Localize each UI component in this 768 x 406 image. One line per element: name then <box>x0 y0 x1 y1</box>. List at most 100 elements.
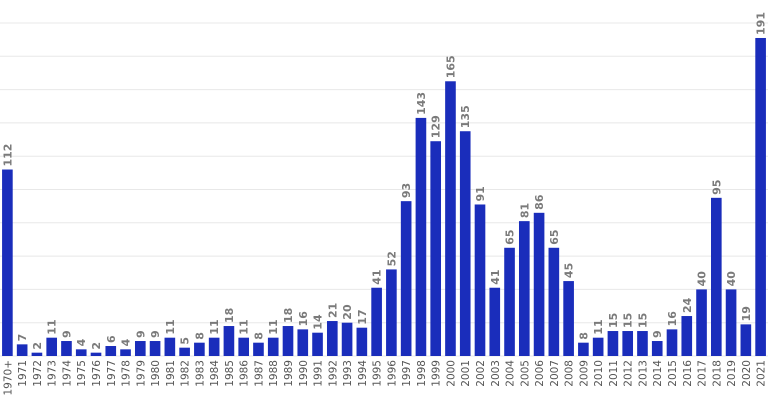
data-label: 112 <box>1 144 14 167</box>
x-tick-label: 1996 <box>386 360 398 387</box>
bar-1976 <box>90 352 102 356</box>
data-label: 8 <box>252 332 265 340</box>
bar-2015 <box>666 329 678 356</box>
x-tick-label: 1971 <box>17 360 29 387</box>
data-label: 191 <box>755 12 768 35</box>
data-label: 15 <box>607 313 620 328</box>
bar-1983 <box>194 342 205 356</box>
x-tick-label: 2003 <box>490 360 502 387</box>
data-label: 5 <box>179 337 192 345</box>
x-tick-label: 1999 <box>431 360 443 387</box>
x-tick-label: 1980 <box>150 360 162 387</box>
data-label: 14 <box>312 314 325 330</box>
bar-1998 <box>415 117 427 356</box>
data-label: 7 <box>16 334 29 342</box>
x-tick-label: 1973 <box>47 360 59 387</box>
data-label: 16 <box>297 311 310 327</box>
data-label: 65 <box>548 229 561 244</box>
x-tick-label: 1983 <box>194 360 206 387</box>
data-label: 93 <box>400 183 413 198</box>
data-label: 15 <box>636 313 649 328</box>
bar-2001 <box>459 131 471 356</box>
data-label: 9 <box>149 330 162 338</box>
x-tick-label: 2016 <box>682 360 694 387</box>
x-tick-label: 1972 <box>32 360 44 387</box>
bar-2014 <box>651 341 663 356</box>
x-tick-label: 2010 <box>593 360 605 387</box>
bar-1986 <box>238 337 250 356</box>
x-tick-label: 1990 <box>298 360 310 387</box>
bar-2008 <box>563 281 574 356</box>
x-tick-label: 1988 <box>268 360 280 387</box>
bar-1996 <box>386 269 397 356</box>
bar-1989 <box>282 326 294 356</box>
bar-2010 <box>592 337 604 356</box>
x-tick-label: 2013 <box>637 360 649 387</box>
data-label: 19 <box>740 306 753 321</box>
x-tick-label: 2014 <box>652 360 664 387</box>
data-label: 18 <box>282 308 295 323</box>
bar-1993 <box>341 322 353 356</box>
data-label: 11 <box>267 319 280 334</box>
x-tick-label: 2006 <box>534 360 546 387</box>
data-label: 9 <box>60 330 73 338</box>
bar-1992 <box>326 321 338 356</box>
bar-1973 <box>46 337 58 356</box>
x-tick-label: 1974 <box>61 360 73 387</box>
bar-2002 <box>474 204 486 356</box>
data-label: 9 <box>134 330 147 338</box>
x-tick-label: 1995 <box>372 360 384 387</box>
x-tick-label: 2020 <box>741 360 753 387</box>
bar-1972 <box>31 352 43 356</box>
x-tick-label: 2021 <box>756 360 768 387</box>
bar-1980 <box>149 341 161 356</box>
data-label: 52 <box>385 251 398 266</box>
data-label: 143 <box>415 92 428 115</box>
x-tick-label: 1975 <box>76 360 88 387</box>
data-label: 11 <box>46 319 59 334</box>
x-tick-label: 2007 <box>549 360 561 387</box>
bar-1975 <box>75 349 87 356</box>
x-tick-label: 2008 <box>564 360 576 387</box>
data-label: 11 <box>164 319 177 334</box>
bar-1979 <box>134 341 146 356</box>
data-label: 11 <box>238 319 251 334</box>
data-label: 20 <box>341 304 354 320</box>
bar-2020 <box>740 324 752 356</box>
x-tick-label: 1977 <box>106 360 118 387</box>
x-tick-label: 1984 <box>209 360 221 387</box>
data-label: 17 <box>356 309 369 324</box>
x-tick-label: 1997 <box>401 360 413 387</box>
bar-1994 <box>356 327 368 356</box>
bar-2003 <box>489 287 501 356</box>
data-label: 135 <box>459 105 472 128</box>
x-tick-label: 1994 <box>357 360 369 387</box>
x-tick-label: 1993 <box>342 360 354 387</box>
bar-2009 <box>578 342 589 356</box>
x-tick-label: 1998 <box>416 360 428 387</box>
data-label: 45 <box>563 263 576 278</box>
x-tick-label: 1989 <box>283 360 295 387</box>
data-label: 165 <box>444 55 457 78</box>
x-tick-label: 2004 <box>505 360 517 387</box>
gridlines <box>0 22 768 357</box>
data-label: 41 <box>371 269 384 284</box>
data-label: 24 <box>681 297 694 313</box>
data-label: 129 <box>430 115 443 138</box>
x-tick-label: 1970+ <box>2 360 14 396</box>
bar-1990 <box>297 329 309 356</box>
x-tick-label: 1992 <box>327 360 339 387</box>
bar-1999 <box>430 141 442 356</box>
bar-1995 <box>371 287 382 356</box>
bar-2012 <box>622 331 634 356</box>
bar-1987 <box>253 342 264 356</box>
x-tick-label: 1976 <box>91 360 103 387</box>
bar-2017 <box>696 289 707 356</box>
bar-2021 <box>755 37 766 357</box>
x-tick-label: 1981 <box>165 360 177 387</box>
bar-1981 <box>164 337 176 356</box>
x-tick-label: 1987 <box>253 360 265 387</box>
